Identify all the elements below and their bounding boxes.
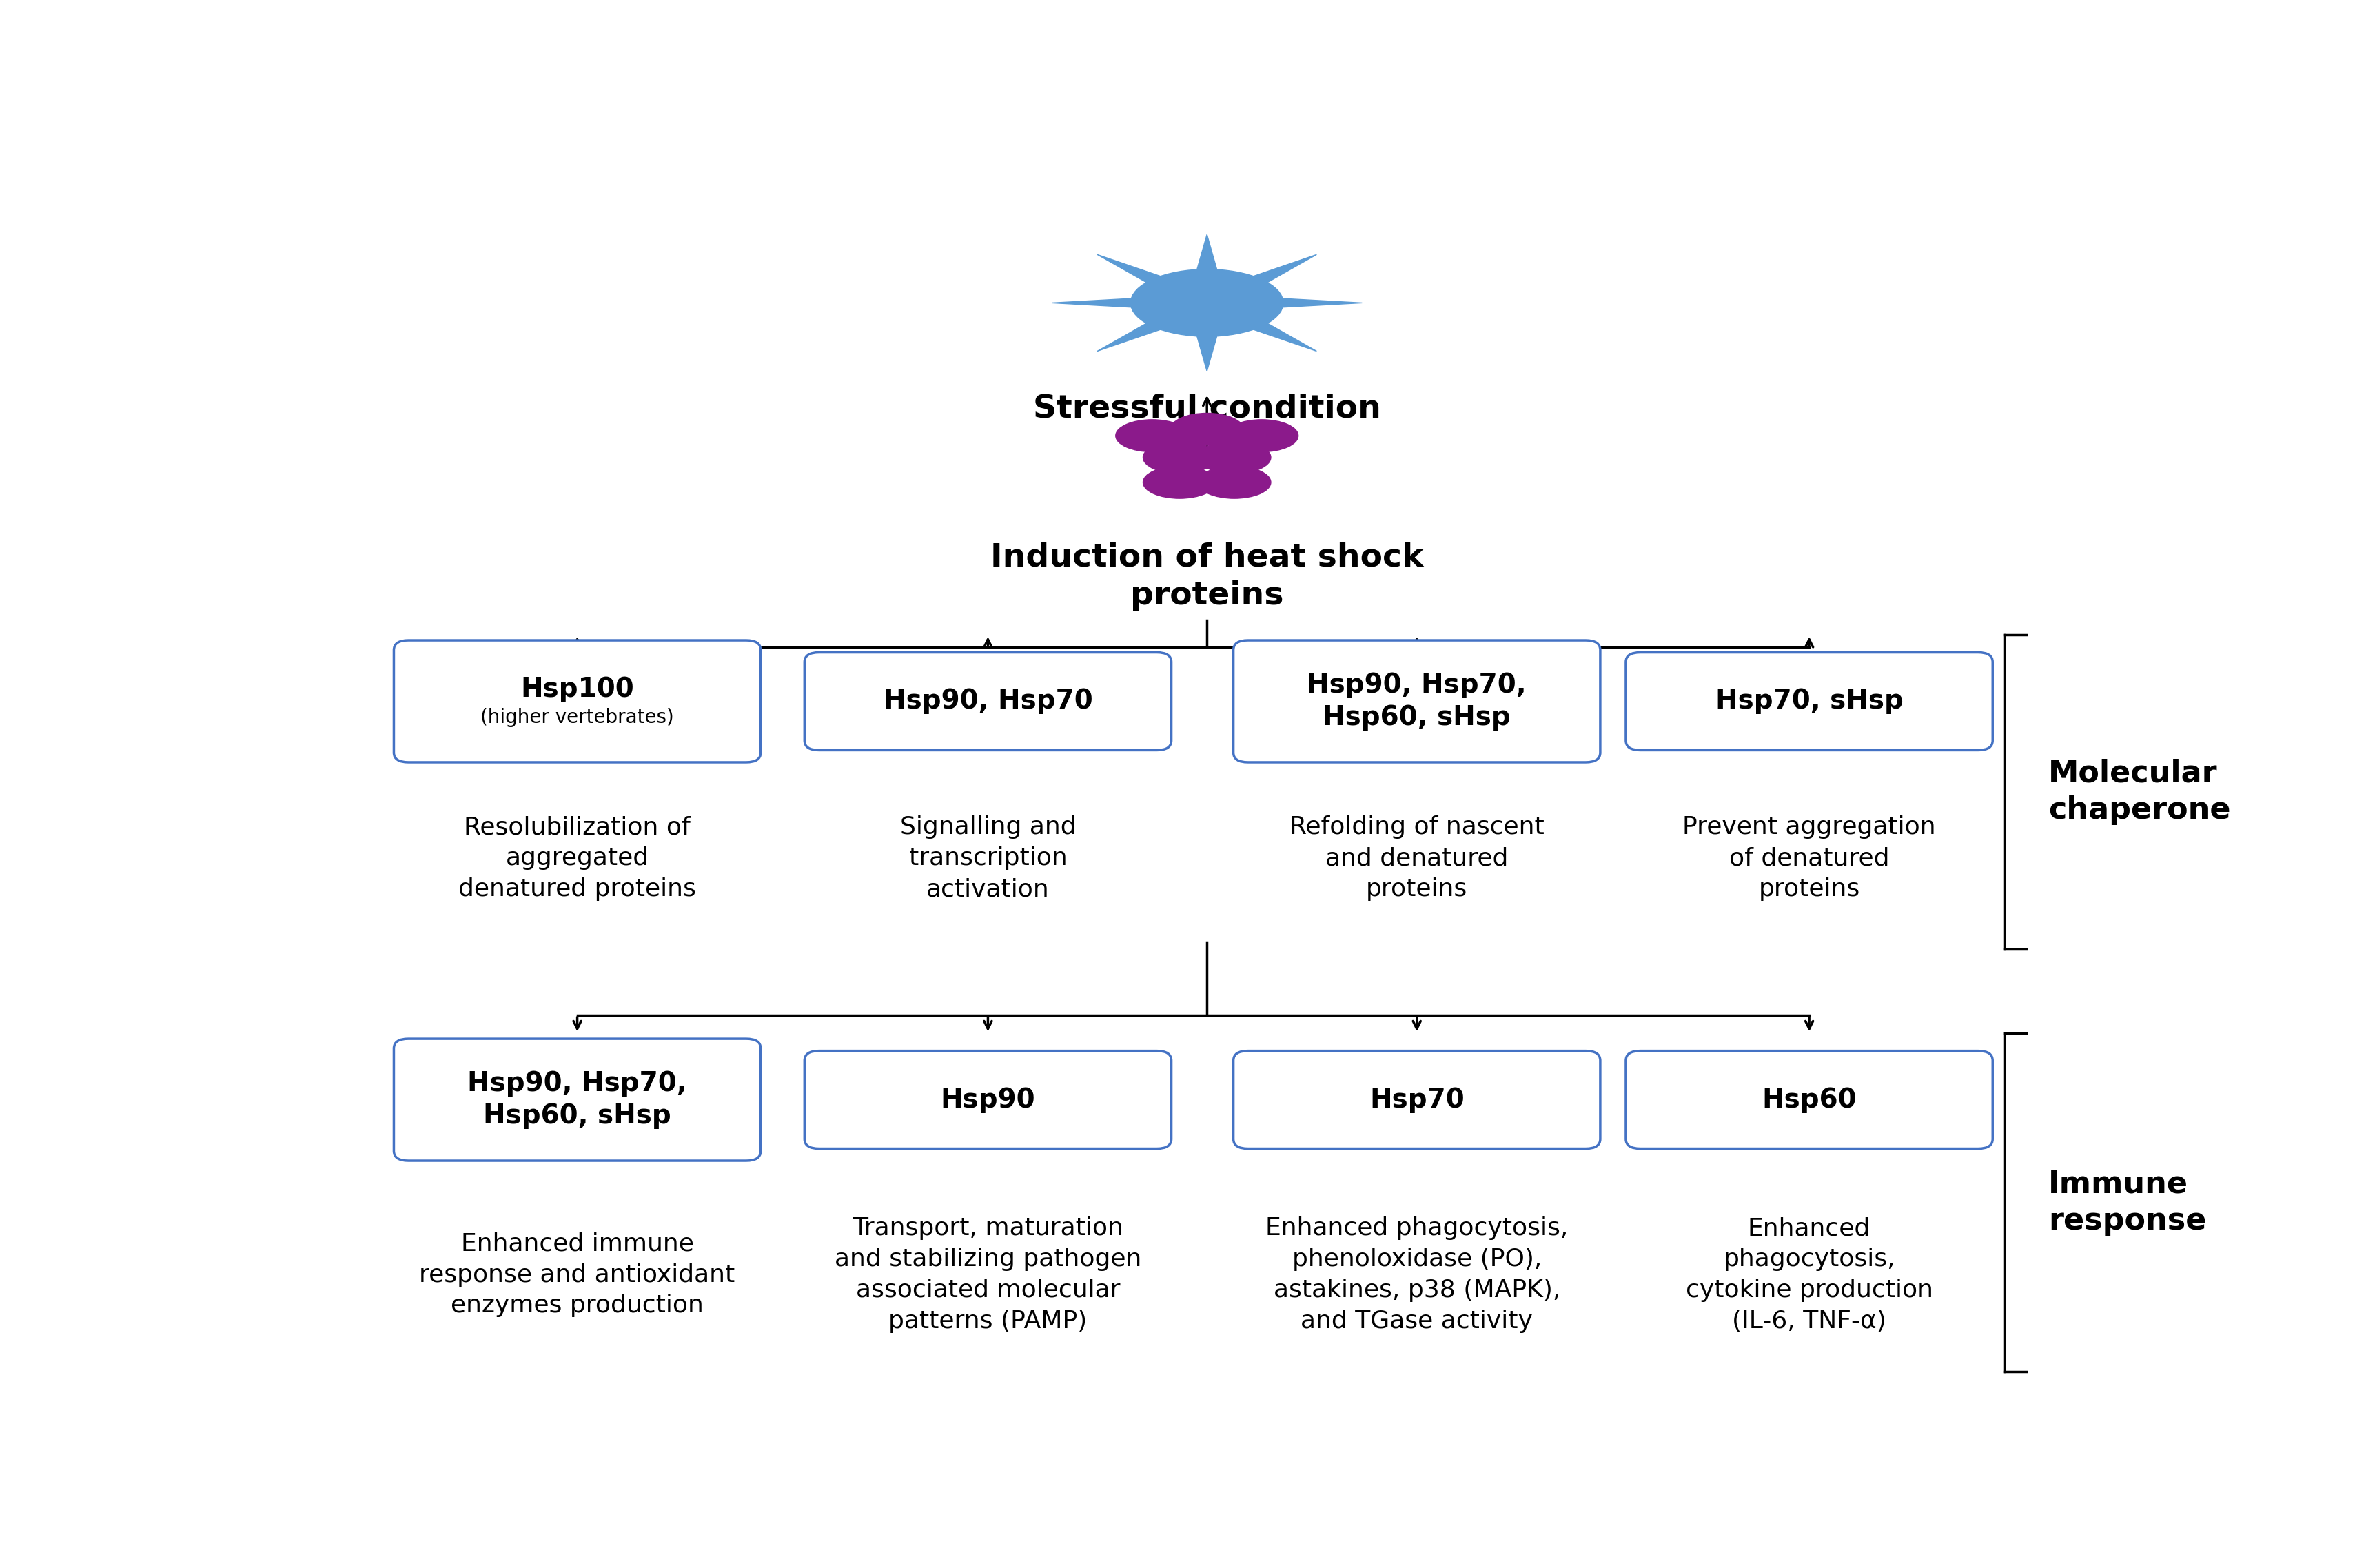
- Ellipse shape: [1116, 420, 1189, 452]
- FancyBboxPatch shape: [805, 652, 1170, 750]
- Ellipse shape: [1130, 270, 1283, 337]
- Text: Hsp90: Hsp90: [940, 1087, 1036, 1113]
- Text: Stressful condition: Stressful condition: [1034, 394, 1380, 425]
- Ellipse shape: [1170, 414, 1243, 445]
- Ellipse shape: [1199, 441, 1272, 474]
- Ellipse shape: [1199, 466, 1272, 499]
- Ellipse shape: [1225, 420, 1298, 452]
- FancyBboxPatch shape: [393, 640, 761, 762]
- Ellipse shape: [1142, 441, 1215, 474]
- Polygon shape: [1097, 254, 1166, 285]
- Ellipse shape: [1142, 466, 1215, 499]
- Text: Enhanced phagocytosis,
phenoloxidase (PO),
astakines, p38 (MAPK),
and TGase acti: Enhanced phagocytosis, phenoloxidase (PO…: [1265, 1217, 1568, 1333]
- Text: Hsp60: Hsp60: [1762, 1087, 1856, 1113]
- FancyBboxPatch shape: [1625, 652, 1992, 750]
- Polygon shape: [1248, 254, 1316, 285]
- Polygon shape: [1276, 298, 1361, 307]
- Text: Hsp90, Hsp70: Hsp90, Hsp70: [883, 688, 1093, 715]
- Polygon shape: [1196, 235, 1218, 273]
- Text: Enhanced
phagocytosis,
cytokine production
(IL-6, TNF-α): Enhanced phagocytosis, cytokine producti…: [1686, 1217, 1933, 1333]
- FancyBboxPatch shape: [393, 1038, 761, 1160]
- Text: Molecular
chaperone: Molecular chaperone: [2049, 759, 2230, 825]
- FancyBboxPatch shape: [1234, 1051, 1601, 1149]
- Text: Refolding of nascent
and denatured
proteins: Refolding of nascent and denatured prote…: [1291, 815, 1545, 902]
- Text: Induction of heat shock
proteins: Induction of heat shock proteins: [991, 543, 1422, 612]
- Text: Signalling and
transcription
activation: Signalling and transcription activation: [900, 815, 1076, 902]
- FancyBboxPatch shape: [1625, 1051, 1992, 1149]
- Text: Hsp90, Hsp70,
Hsp60, sHsp: Hsp90, Hsp70, Hsp60, sHsp: [469, 1071, 688, 1129]
- Text: Hsp70: Hsp70: [1368, 1087, 1465, 1113]
- Text: Resolubilization of
aggregated
denatured proteins: Resolubilization of aggregated denatured…: [459, 815, 697, 902]
- Polygon shape: [1196, 332, 1218, 372]
- FancyBboxPatch shape: [1234, 640, 1601, 762]
- Text: Prevent aggregation
of denatured
proteins: Prevent aggregation of denatured protein…: [1681, 815, 1936, 902]
- Text: Hsp90, Hsp70,
Hsp60, sHsp: Hsp90, Hsp70, Hsp60, sHsp: [1307, 673, 1526, 731]
- Text: Enhanced immune
response and antioxidant
enzymes production: Enhanced immune response and antioxidant…: [419, 1232, 735, 1317]
- FancyBboxPatch shape: [805, 1051, 1170, 1149]
- Polygon shape: [1248, 321, 1316, 351]
- Text: Hsp70, sHsp: Hsp70, sHsp: [1714, 688, 1903, 715]
- Polygon shape: [1053, 298, 1137, 307]
- Polygon shape: [1097, 321, 1166, 351]
- Text: Hsp100: Hsp100: [520, 676, 633, 702]
- Text: Transport, maturation
and stabilizing pathogen
associated molecular
patterns (PA: Transport, maturation and stabilizing pa…: [834, 1217, 1142, 1333]
- Text: Immune
response: Immune response: [2049, 1170, 2207, 1236]
- Text: (higher vertebrates): (higher vertebrates): [480, 707, 674, 728]
